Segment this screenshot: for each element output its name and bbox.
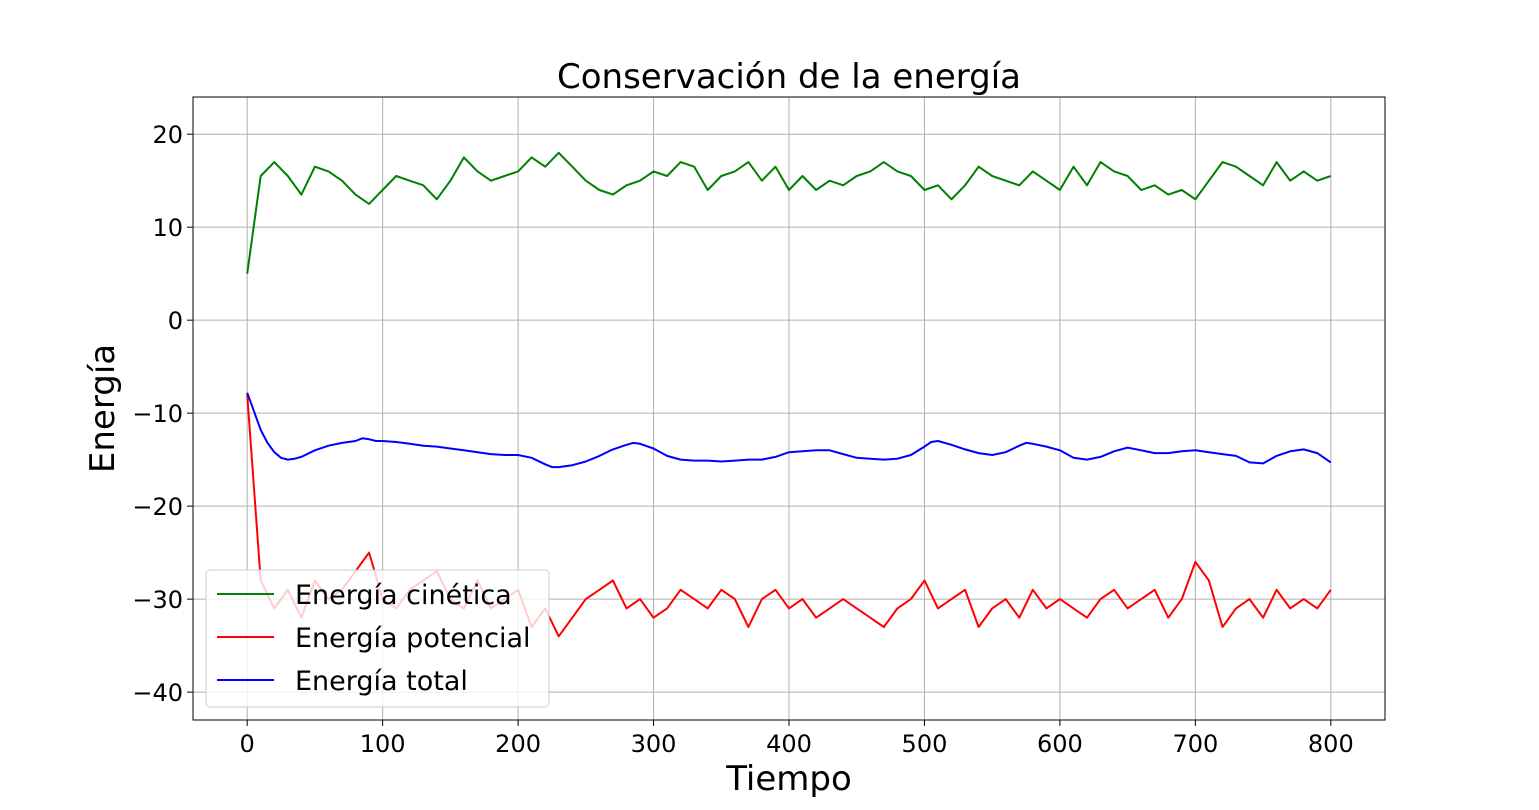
series-line-kinetic [246, 151, 1332, 274]
y-tick-label: 0 [168, 307, 183, 335]
grid [193, 97, 1385, 720]
chart-title: Conservación de la energía [557, 57, 1021, 97]
y-axis-label: Energía [83, 344, 123, 473]
x-tick-label: 800 [1308, 730, 1354, 758]
y-tick-label: −20 [132, 493, 183, 521]
x-tick-label: 400 [766, 730, 812, 758]
legend: Energía cinética Energía potencial Energía… [205, 569, 550, 708]
y-tick-label: −40 [132, 679, 183, 707]
y-tick-label: −30 [132, 586, 183, 614]
x-axis-ticks: 0 100 200 300 400 500 600 700 800 [240, 720, 1354, 758]
series-line-total [246, 392, 1332, 469]
legend-label-kinetic: Energía cinética [295, 580, 512, 611]
y-tick-label: 10 [152, 214, 183, 242]
x-tick-label: 600 [1037, 730, 1083, 758]
legend-label-total: Energía total [295, 666, 468, 697]
x-tick-label: 700 [1172, 730, 1218, 758]
legend-label-potential: Energía potencial [295, 623, 531, 654]
x-axis-label: Tiempo [725, 759, 852, 799]
x-tick-label: 100 [360, 730, 406, 758]
x-tick-label: 300 [631, 730, 677, 758]
y-tick-label: 20 [152, 121, 183, 149]
x-tick-label: 0 [240, 730, 255, 758]
legend-box [205, 569, 550, 708]
x-tick-label: 500 [902, 730, 948, 758]
x-tick-label: 200 [495, 730, 541, 758]
y-tick-label: −10 [132, 400, 183, 428]
y-axis-ticks: −40 −30 −20 −10 0 10 20 [132, 121, 193, 707]
